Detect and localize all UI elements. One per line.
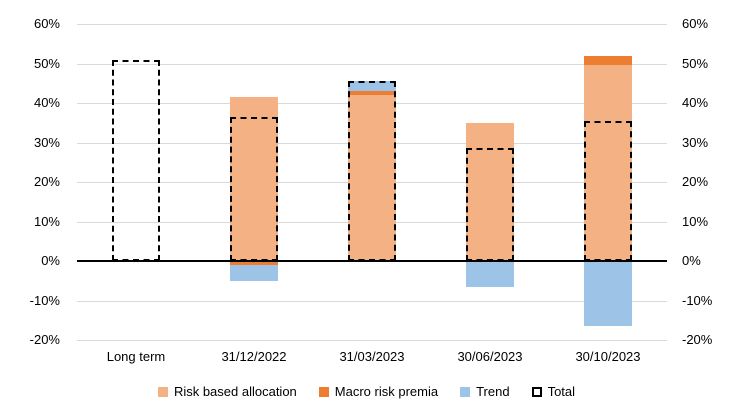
y-axis-label-right: 10% bbox=[682, 213, 709, 229]
bar-segment-trend bbox=[584, 261, 632, 327]
legend-total-dashed-swatch-icon bbox=[531, 386, 542, 397]
y-axis-label-right: 50% bbox=[682, 55, 709, 71]
bar-segment-risk-based-allocation bbox=[466, 122, 514, 261]
total-outline bbox=[112, 59, 160, 261]
y-axis-label-right: -20% bbox=[682, 332, 713, 347]
legend-swatch-icon bbox=[318, 386, 329, 397]
bar-segment-risk-based-allocation bbox=[584, 65, 632, 261]
y-axis-label-right: 30% bbox=[682, 134, 709, 150]
y-axis-label-left: 40% bbox=[33, 95, 60, 110]
legend-label: Total bbox=[547, 384, 576, 399]
legend-swatch-icon bbox=[157, 386, 168, 397]
x-axis-category-label: 30/10/2023 bbox=[575, 349, 641, 364]
legend-label: Trend bbox=[476, 384, 510, 399]
y-axis-label-left: 50% bbox=[33, 55, 60, 71]
y-gridline bbox=[77, 24, 667, 25]
bar-segment-trend bbox=[230, 264, 278, 281]
total-outline bbox=[348, 81, 396, 261]
legend-item-trend: Trend bbox=[460, 384, 510, 399]
legend-swatch-icon bbox=[460, 386, 471, 397]
y-axis-label-left: -10% bbox=[29, 292, 60, 308]
bar-segment-risk-based-allocation bbox=[230, 97, 278, 261]
bar-segment-trend bbox=[348, 81, 396, 92]
bar-segment-macro-risk-premia bbox=[584, 55, 632, 66]
bar-segment-trend bbox=[466, 261, 514, 287]
y-axis-label-left: 20% bbox=[33, 174, 60, 189]
y-axis-label-left: -20% bbox=[29, 332, 60, 347]
legend-label: Risk based allocation bbox=[173, 384, 297, 399]
y-gridline bbox=[77, 340, 667, 341]
total-outline bbox=[584, 120, 632, 261]
x-axis-category-label: 31/12/2022 bbox=[221, 349, 287, 364]
legend-item-total: Total bbox=[531, 384, 576, 399]
x-axis-category-label: Long term bbox=[106, 349, 166, 364]
x-axis-zero-line bbox=[77, 260, 667, 262]
y-axis-label-left: 10% bbox=[33, 213, 60, 229]
y-axis-label-right: 60% bbox=[682, 16, 709, 31]
y-axis-label-right: -10% bbox=[682, 292, 713, 308]
x-axis-category-label: 30/06/2023 bbox=[457, 349, 523, 364]
bar-segment-macro-risk-premia bbox=[348, 91, 396, 96]
y-axis-label-right: 40% bbox=[682, 95, 709, 110]
y-axis-label-left: 30% bbox=[33, 134, 60, 150]
total-outline bbox=[230, 116, 278, 261]
y-gridline bbox=[77, 301, 667, 302]
y-gridline bbox=[77, 64, 667, 65]
y-axis-label-right: 0% bbox=[682, 253, 701, 268]
y-axis-label-right: 20% bbox=[682, 174, 709, 189]
legend-item-macro-risk-premia: Macro risk premia bbox=[318, 384, 439, 399]
legend-item-risk-based-allocation: Risk based allocation bbox=[157, 384, 297, 399]
legend-label: Macro risk premia bbox=[334, 384, 439, 399]
bar-segment-risk-based-allocation bbox=[348, 95, 396, 261]
y-axis-label-left: 0% bbox=[41, 253, 60, 268]
x-axis-category-label: 31/03/2023 bbox=[339, 349, 405, 364]
legend: Risk based allocation Macro risk premia Tr… bbox=[0, 384, 733, 399]
total-outline bbox=[466, 148, 514, 261]
bar-segment-macro-risk-premia bbox=[230, 261, 278, 265]
y-axis-label-left: 60% bbox=[33, 16, 60, 31]
